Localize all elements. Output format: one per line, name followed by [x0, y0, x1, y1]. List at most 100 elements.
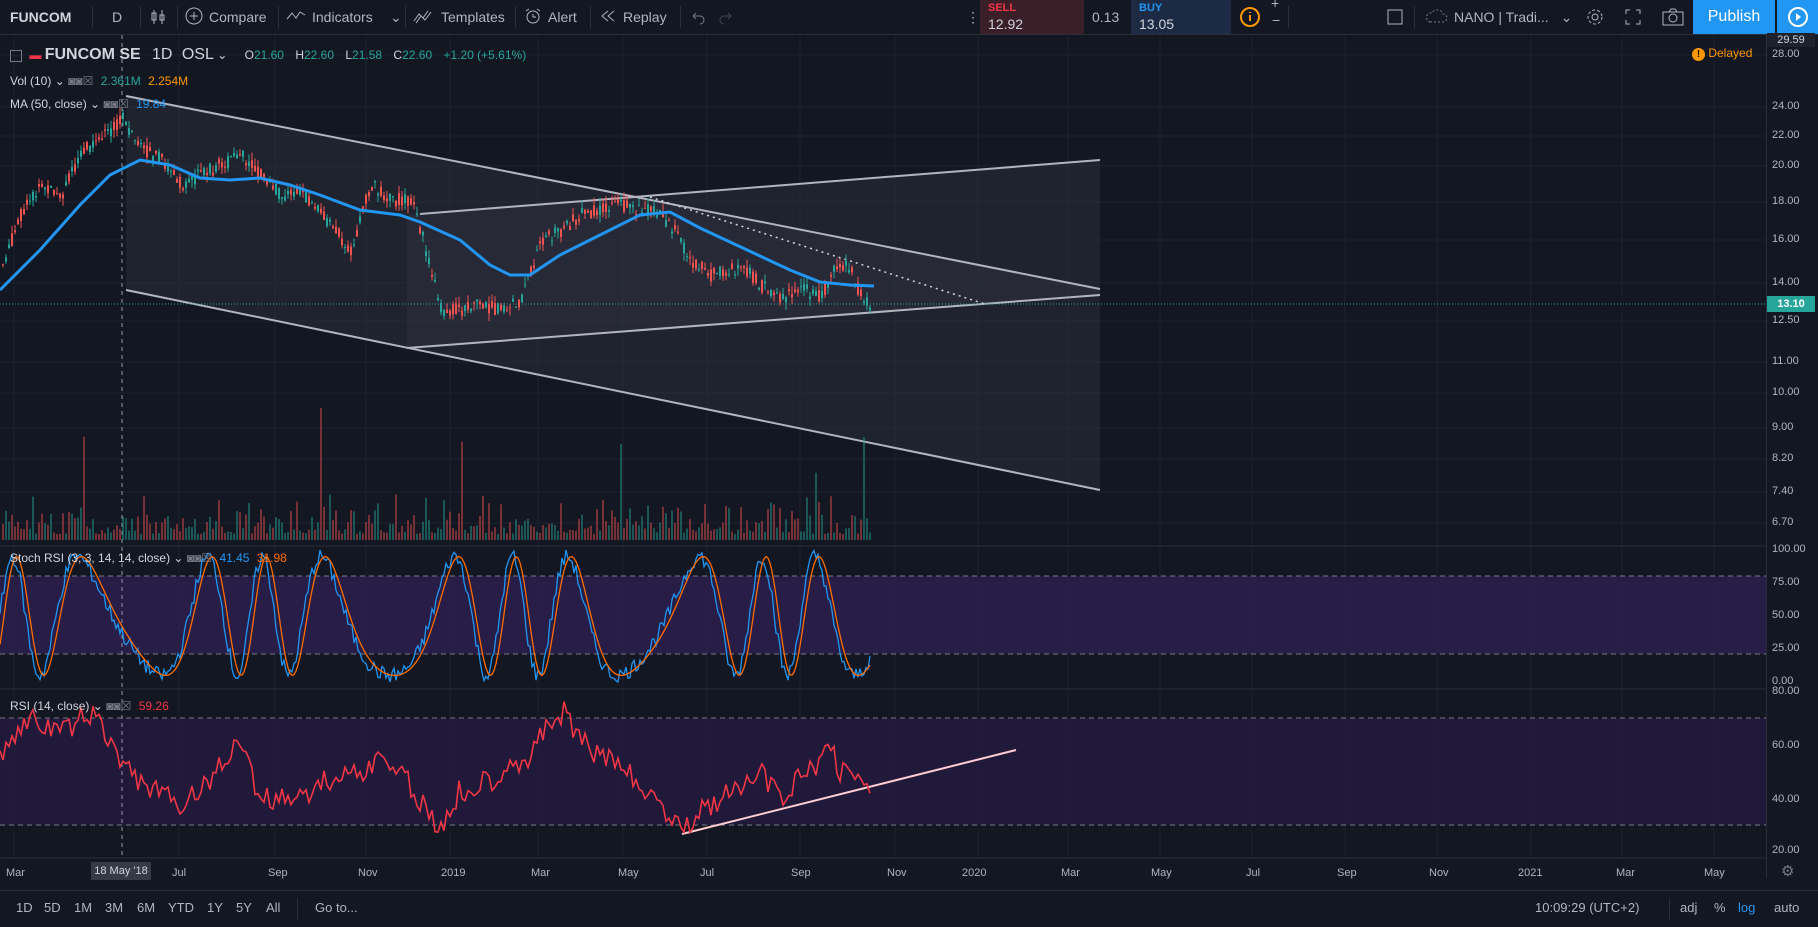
range-button-1d[interactable]: 1D — [16, 900, 33, 915]
collapse-icon[interactable] — [10, 49, 22, 62]
volume-legend-name[interactable]: Vol (10) — [10, 74, 52, 88]
volume-bar — [776, 527, 778, 540]
buy-button[interactable]: BUY 13.05 — [1131, 0, 1231, 34]
alert-label: Alert — [548, 9, 577, 25]
chevron-down-icon[interactable]: ⌄ — [217, 48, 228, 62]
candle-body — [770, 289, 772, 297]
volume-bar — [503, 527, 505, 540]
range-button-3m[interactable]: 3M — [105, 900, 124, 915]
chart-type-button[interactable] — [149, 0, 167, 34]
candle-body — [857, 282, 859, 295]
plus-circle-icon — [185, 7, 203, 28]
volume-bar — [440, 529, 442, 540]
rsi-tick-label: 40.00 — [1772, 793, 1800, 805]
range-button-5y[interactable]: 5Y — [236, 900, 252, 915]
delayed-badge[interactable]: ! Delayed — [1692, 46, 1752, 61]
range-button-6m[interactable]: 6M — [137, 900, 156, 915]
volume-bar — [512, 533, 514, 540]
candle-body — [548, 230, 550, 235]
range-button-1y[interactable]: 1Y — [207, 900, 223, 915]
chevron-down-icon[interactable]: ⌄ — [54, 74, 65, 88]
volume-bar — [314, 529, 316, 540]
candle-body — [821, 290, 823, 299]
volume-bar — [728, 507, 730, 540]
price-tick-label: 20.00 — [1772, 159, 1800, 171]
volume-bar — [515, 519, 517, 540]
candle-body — [530, 266, 532, 275]
candle-body — [653, 206, 655, 214]
fullscreen-icon[interactable] — [1624, 0, 1642, 34]
symbol-search[interactable]: FUNCOM — [10, 9, 72, 25]
replay-button[interactable]: Replay — [599, 0, 667, 34]
compare-button[interactable]: Compare — [185, 0, 267, 34]
candle-body — [2, 264, 4, 266]
percent-toggle[interactable]: % — [1714, 900, 1726, 915]
volume-bar — [707, 523, 709, 540]
zoom-out-icon[interactable]: − — [1272, 12, 1281, 28]
volume-bar — [773, 504, 775, 540]
chevron-down-icon[interactable]: ⌄ — [173, 551, 184, 565]
volume-value: 2.361M — [100, 74, 141, 88]
candle-body — [551, 240, 553, 242]
stoch-tick-label: 25.00 — [1772, 642, 1800, 654]
stoch-legend-name[interactable]: Stoch RSI (3, 3, 14, 14, close) — [10, 551, 171, 565]
volume-bar — [404, 531, 406, 540]
settings-icon[interactable]: ◙◙☒ — [68, 74, 94, 88]
chevron-down-icon[interactable]: ⌄ — [90, 97, 101, 111]
layout-selector[interactable]: NANO | Tradi... ⌄ — [1424, 0, 1572, 34]
candle-body — [713, 268, 715, 274]
candle-body — [272, 185, 274, 190]
candle-body — [62, 194, 64, 199]
volume-bar — [485, 532, 487, 540]
range-button-1m[interactable]: 1M — [74, 900, 93, 915]
settings-icon[interactable]: ◙◙☒ — [186, 551, 213, 565]
candle-body — [503, 305, 505, 312]
candle-body — [431, 274, 433, 277]
indicators-dropdown-icon[interactable]: ⌄ — [390, 8, 402, 25]
redo-icon[interactable] — [718, 0, 734, 34]
auto-toggle[interactable]: auto — [1774, 900, 1800, 915]
time-tick-label: Nov — [1429, 867, 1449, 879]
settings-icon[interactable]: ◙◙☒ — [103, 97, 129, 111]
range-button-all[interactable]: All — [266, 900, 281, 915]
ma-legend-name[interactable]: MA (50, close) — [10, 97, 87, 111]
volume-bar — [644, 528, 646, 540]
price-axis[interactable] — [1766, 35, 1818, 878]
publish-menu-button[interactable] — [1777, 0, 1818, 34]
volume-bar — [137, 516, 139, 540]
log-toggle[interactable]: log — [1738, 900, 1756, 915]
range-button-5d[interactable]: 5D — [44, 900, 61, 915]
candle-body — [782, 293, 784, 299]
settings-gear-icon[interactable] — [1585, 0, 1605, 34]
alert-button[interactable]: Alert — [524, 0, 577, 34]
range-button-ytd[interactable]: YTD — [168, 900, 194, 915]
price-chart[interactable] — [0, 35, 1766, 878]
chevron-down-icon[interactable]: ⌄ — [92, 699, 103, 713]
templates-button[interactable]: Templates — [413, 0, 505, 34]
indicators-button[interactable]: Indicators — [286, 0, 373, 34]
volume-bar — [446, 519, 448, 540]
legend-title[interactable]: FUNCOM SE — [44, 46, 141, 63]
undo-icon[interactable] — [690, 0, 706, 34]
legend-interval: 1D — [152, 46, 173, 63]
info-icon[interactable] — [1239, 0, 1261, 34]
volume-bar — [533, 526, 535, 540]
volume-bar — [323, 506, 325, 540]
volume-bar — [704, 504, 706, 540]
adj-toggle[interactable]: adj — [1680, 900, 1698, 915]
publish-button[interactable]: Publish — [1693, 0, 1775, 34]
rsi-legend-name[interactable]: RSI (14, close) — [10, 699, 90, 713]
zoom-in-icon[interactable]: + — [1271, 0, 1280, 11]
sell-button[interactable]: SELL 12.92 — [980, 0, 1084, 34]
volume-bar — [131, 518, 133, 540]
settings-icon[interactable]: ◙◙☒ — [106, 699, 132, 713]
candle-body — [308, 196, 310, 206]
candle-body — [617, 199, 619, 203]
camera-icon[interactable] — [1662, 0, 1684, 34]
candle-body — [392, 195, 394, 198]
legend-change: +1.20 (+5.61%) — [443, 48, 527, 62]
goto-date-button[interactable]: Go to... — [315, 900, 358, 915]
chart-settings-gear-icon[interactable]: ⚙ — [1781, 863, 1795, 880]
interval-button[interactable]: D — [112, 9, 123, 25]
fullscreen-toggle-icon[interactable] — [1386, 0, 1404, 34]
